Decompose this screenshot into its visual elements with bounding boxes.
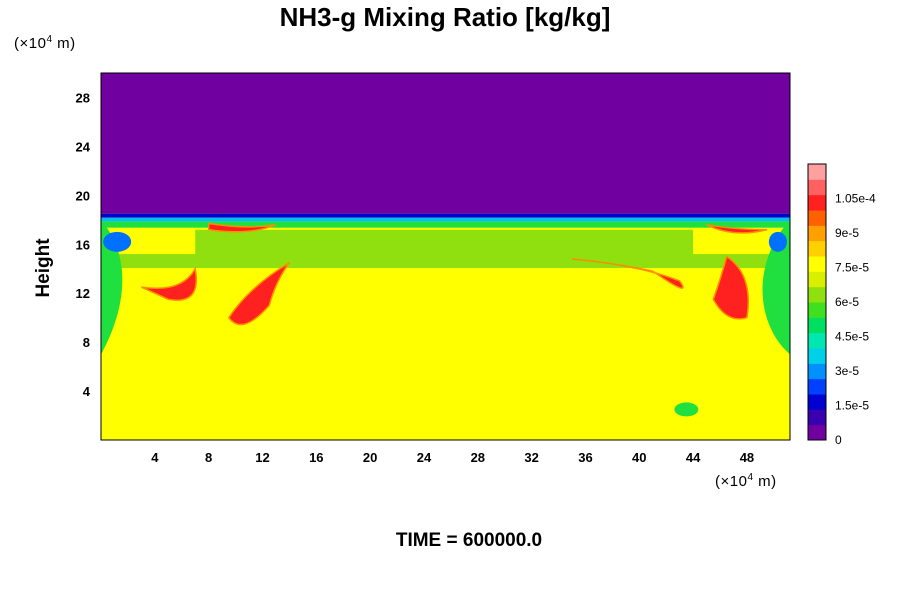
x-tick-label: 44 — [686, 450, 701, 465]
y-tick-label: 4 — [83, 384, 91, 399]
filament-left-top — [207, 222, 277, 233]
boundary-blue-band — [101, 213, 790, 218]
x-tick-label: 32 — [524, 450, 538, 465]
y-tick-label: 24 — [76, 139, 91, 154]
colorbar-swatch — [808, 210, 826, 226]
colorbar-swatch — [808, 256, 826, 272]
colorbar-tick-label: 3e-5 — [835, 364, 859, 378]
y-unit-exponent: 4 — [46, 34, 53, 45]
x-tick-label: 48 — [740, 450, 754, 465]
filament-right-2 — [712, 255, 750, 320]
x-tick-label: 40 — [632, 450, 646, 465]
boundary-cyan-band — [101, 217, 790, 222]
x-tick-label: 24 — [417, 450, 432, 465]
x-tick-label: 20 — [363, 450, 377, 465]
x-tick-label: 16 — [309, 450, 323, 465]
y-tick-label: 20 — [76, 188, 90, 203]
chart-title: NH3-g Mixing Ratio [kg/kg] — [279, 2, 611, 32]
colorbar-tick-label: 1.05e-4 — [835, 192, 876, 206]
colorbar-swatch — [808, 348, 826, 364]
left-plume — [101, 219, 123, 355]
colorbar-tick-label: 6e-5 — [835, 295, 859, 309]
x-tick-label: 4 — [151, 450, 159, 465]
colorbar-swatch — [808, 179, 826, 196]
x-axis-unit: (×104 m) — [715, 472, 777, 490]
boundary-green-band — [101, 221, 790, 228]
x-tick-label: 12 — [255, 450, 269, 465]
colorbar-swatch — [808, 317, 826, 334]
transition-band — [195, 229, 694, 257]
x-unit-base: (×10 — [715, 473, 748, 490]
colorbar-swatch — [808, 332, 826, 349]
y-unit-base: (×10 — [14, 35, 47, 52]
upper-layer-region — [101, 73, 790, 214]
colorbar-swatch — [808, 240, 826, 257]
colorbar-swatch — [808, 302, 826, 318]
x-unit-tail: m) — [753, 473, 777, 490]
time-label: TIME = 600000.0 — [395, 530, 543, 551]
colorbar-tick-label: 7.5e-5 — [835, 261, 869, 275]
colorbar-swatch — [808, 271, 826, 288]
colorbar-swatch — [808, 409, 826, 426]
colorbar-swatch — [808, 394, 826, 410]
filament-left-2 — [141, 266, 198, 301]
y-tick-label: 28 — [76, 90, 90, 105]
colorbar-tick-label: 4.5e-5 — [835, 330, 869, 344]
filament-right-1 — [571, 258, 684, 289]
right-eddy — [768, 231, 787, 252]
colorbar-tick-label: 9e-5 — [835, 226, 859, 240]
colorbar-swatch — [808, 378, 826, 395]
transition-lime-band — [101, 254, 790, 269]
x-tick-label: 8 — [205, 450, 212, 465]
colorbar-swatch — [808, 194, 826, 211]
lower-right-eddy — [674, 402, 699, 417]
colorbar-swatch — [808, 424, 826, 441]
y-tick-label: 12 — [76, 286, 90, 301]
filament-right-top — [706, 223, 768, 234]
colorbar-swatch — [808, 286, 826, 303]
colorbar-swatch — [808, 225, 826, 242]
left-eddy — [103, 231, 132, 252]
colorbar-tick-label: 0 — [835, 433, 842, 447]
x-tick-label: 36 — [578, 450, 592, 465]
colorbar-swatch — [808, 164, 826, 180]
x-tick-label: 28 — [471, 450, 485, 465]
y-tick-label: 16 — [76, 237, 90, 252]
colorbar-swatch — [808, 363, 826, 380]
y-unit-tail: m) — [52, 35, 76, 52]
plot-frame — [100, 72, 791, 441]
colorbar-frame — [807, 163, 827, 441]
filament-left-1 — [227, 261, 291, 326]
right-plume — [762, 219, 790, 355]
colorbar-tick-label: 1.5e-5 — [835, 399, 869, 413]
y-axis-unit: (×104 m) — [14, 34, 76, 52]
y-tick-label: 8 — [83, 335, 90, 350]
x-unit-exponent: 4 — [747, 472, 754, 483]
